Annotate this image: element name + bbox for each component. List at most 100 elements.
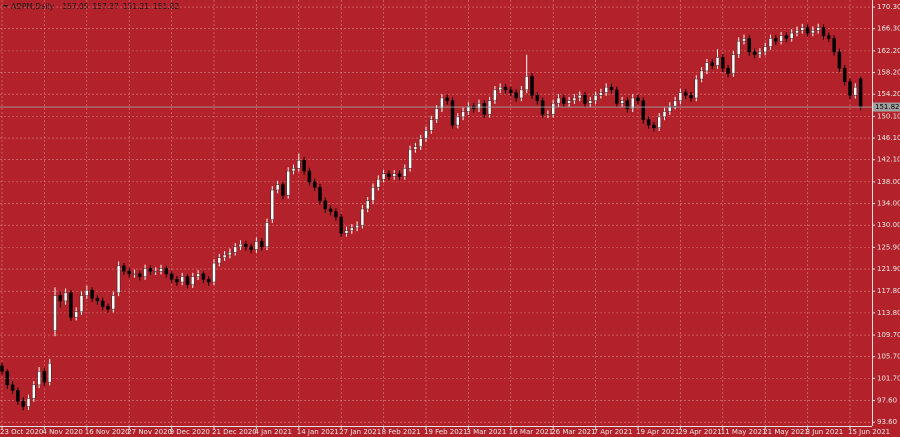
- header-ohlc: 157.37: [93, 2, 119, 11]
- x-tick-label: 29 Apr 2021: [678, 428, 721, 436]
- candle-body: [122, 265, 126, 272]
- candle-body: [0, 365, 4, 372]
- x-tick-label: 15 Jun 2021: [848, 428, 890, 436]
- candle-body: [509, 89, 513, 93]
- candle-body: [143, 268, 147, 277]
- candle-body: [604, 86, 608, 93]
- candle-body: [297, 159, 301, 169]
- candle-body: [106, 306, 110, 310]
- candle-body: [742, 38, 746, 42]
- candle-body: [816, 27, 820, 31]
- candle-body: [259, 241, 264, 248]
- candle-body: [641, 100, 646, 120]
- candle-body: [726, 67, 730, 74]
- candle-body: [848, 81, 852, 96]
- candle-body: [413, 146, 418, 150]
- candle-body: [530, 76, 534, 96]
- candle-body: [736, 40, 741, 55]
- candle-body: [281, 184, 285, 196]
- candle-body: [111, 295, 116, 310]
- candle-body: [705, 62, 709, 72]
- candle-body: [689, 95, 693, 99]
- candle-body: [800, 27, 805, 31]
- candle-body: [47, 362, 52, 383]
- current-price-box: [873, 102, 900, 112]
- candle-body: [408, 149, 412, 169]
- candle-body: [514, 92, 518, 99]
- candle-body: [37, 371, 41, 386]
- candle-body: [853, 86, 858, 96]
- candle-body: [715, 57, 720, 66]
- y-tick-label: 134.00: [877, 200, 900, 208]
- candle-body: [85, 289, 89, 296]
- y-tick-label: 166.30: [877, 25, 900, 33]
- candle-body: [731, 54, 736, 74]
- candle-body: [625, 100, 630, 110]
- x-tick-label: 3 Mar 2021: [466, 428, 506, 436]
- candle-body: [615, 89, 619, 104]
- candle-body: [381, 173, 386, 180]
- candle-body: [180, 276, 184, 283]
- candle-body: [524, 76, 529, 91]
- candle-body: [763, 46, 767, 53]
- candle-body: [583, 95, 587, 104]
- candle-body: [551, 103, 555, 115]
- candle-body: [127, 270, 131, 275]
- y-tick-label: 101.70: [877, 374, 900, 382]
- candle-body: [222, 254, 227, 258]
- candle-body: [191, 276, 195, 285]
- candle-body: [132, 273, 137, 275]
- header-ohlc: 151.21: [123, 2, 149, 11]
- candle-body: [360, 208, 365, 226]
- candle-body: [169, 273, 174, 280]
- candle-body: [196, 273, 200, 277]
- candle-body: [562, 97, 566, 104]
- x-tick-label: 19 Apr 2021: [636, 428, 679, 436]
- header-ohlc: 157.05: [62, 2, 88, 11]
- candle-body: [418, 138, 423, 147]
- candle-body: [328, 208, 333, 212]
- candle-body: [827, 35, 831, 39]
- candle-body: [493, 89, 497, 101]
- candle-body: [291, 168, 296, 172]
- candle-body: [456, 116, 460, 126]
- candle-body: [365, 200, 370, 210]
- candle-body: [593, 95, 598, 101]
- x-tick-label: 27 Nov 2020: [127, 428, 172, 436]
- menu-arrow[interactable]: [3, 5, 8, 8]
- y-tick-label: 93.60: [877, 418, 897, 426]
- candle-body: [69, 292, 73, 318]
- candle-body: [445, 97, 449, 101]
- candle-body: [519, 89, 524, 99]
- x-tick-label: 11 May 2021: [721, 428, 767, 436]
- x-tick-label: 21 May 2021: [763, 428, 809, 436]
- y-tick-label: 113.80: [877, 309, 900, 317]
- y-tick-label: 109.70: [877, 331, 900, 339]
- candle-body: [233, 246, 237, 253]
- candle-body: [217, 257, 222, 264]
- x-tick-label: 7 Apr 2021: [594, 428, 633, 436]
- candle-body: [355, 224, 359, 229]
- candle-body: [58, 295, 63, 302]
- candle-body: [482, 103, 487, 115]
- candle-body: [636, 97, 640, 101]
- candle-body: [599, 92, 603, 96]
- x-tick-label: 27 Jan 2021: [339, 428, 381, 436]
- y-tick-label: 142.10: [877, 156, 900, 164]
- candle-body: [440, 97, 444, 110]
- candle-body: [466, 105, 471, 112]
- candle-body: [699, 70, 704, 80]
- candle-body: [403, 168, 407, 177]
- candle-body: [567, 100, 571, 104]
- candle-body: [821, 27, 826, 36]
- candle-body: [153, 270, 158, 273]
- candle-body: [758, 51, 762, 55]
- x-tick-label: 3 Jun 2021: [806, 428, 844, 436]
- y-tick-label: 121.90: [877, 265, 900, 273]
- candle-body: [344, 230, 349, 234]
- x-tick-label: 21 Dec 2020: [212, 428, 257, 436]
- candle-body: [668, 105, 672, 112]
- candle-body: [546, 113, 550, 116]
- candle-body: [503, 86, 508, 91]
